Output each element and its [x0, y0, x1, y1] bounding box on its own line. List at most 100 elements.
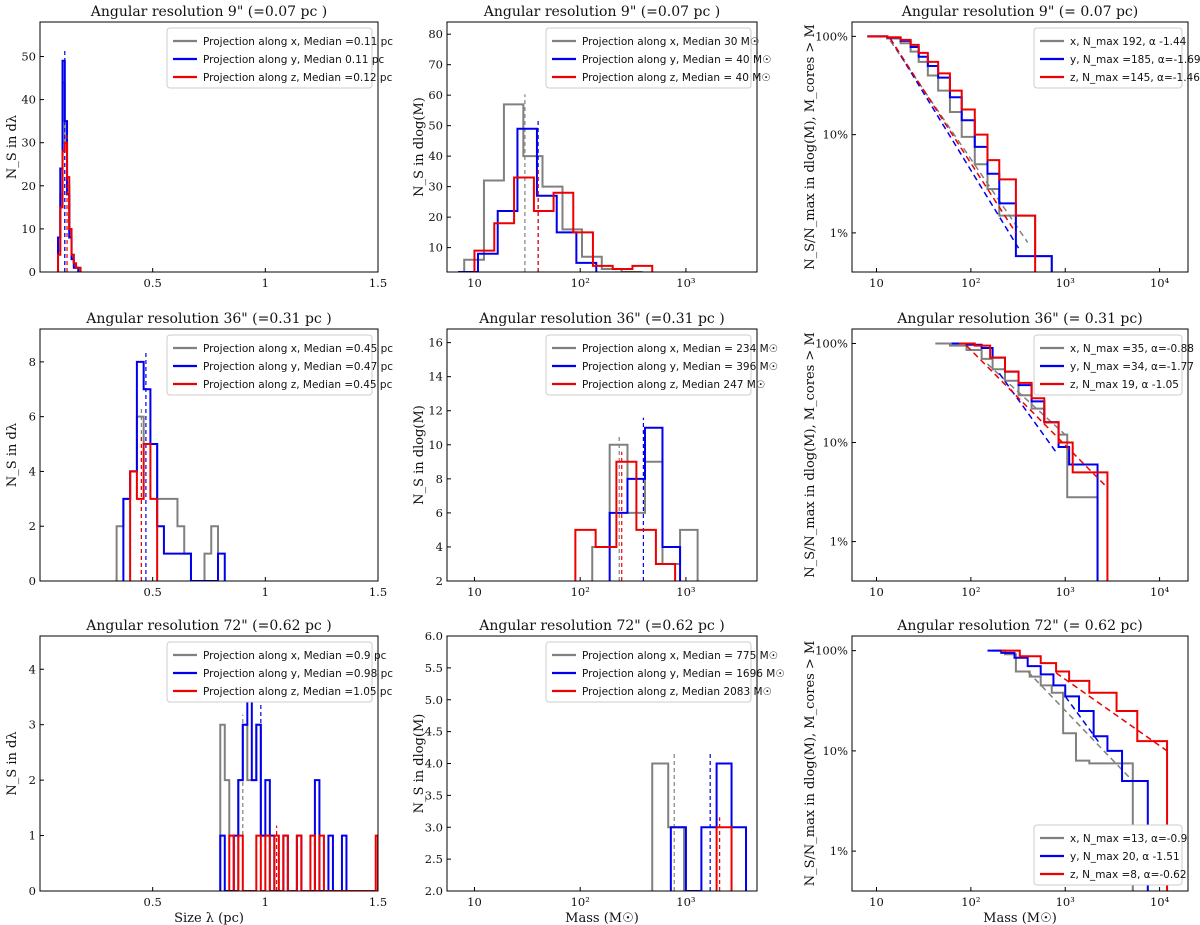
y-tick-label: 10: [428, 241, 443, 255]
histogram-z: [129, 443, 159, 581]
legend-label-y: y, N_max =34, α=-1.77: [1070, 361, 1194, 373]
y-tick-label: 3: [29, 718, 36, 732]
y-tick-label: 0: [29, 884, 36, 898]
x-tick-label: 10⁴: [1150, 276, 1170, 290]
y-axis-label: N_S/N_max in dlog(M), M_cores > M: [803, 332, 818, 578]
y-tick-label: 30: [21, 136, 36, 150]
x-tick-label: 1.5: [369, 895, 387, 909]
legend-label-z: Projection along z, Median =0.45 pc: [203, 379, 393, 391]
plot-area: [57, 50, 82, 272]
histogram-z: [473, 176, 654, 272]
y-tick-label: 1: [29, 829, 36, 843]
plot-area: [867, 35, 1053, 272]
y-tick-label: 4: [436, 540, 443, 554]
y-tick-label: 2.0: [425, 884, 443, 898]
histogram-y: [458, 127, 657, 272]
legend-box: [1033, 27, 1183, 89]
x-axis-label: Mass (M☉): [983, 911, 1057, 925]
legend: Projection along x, Median 30 M☉ Projecti…: [545, 27, 771, 89]
y-tick-label: 30: [428, 180, 443, 194]
cumulative-curve-y: [987, 649, 1149, 891]
x-tick-label: 10³: [1056, 276, 1076, 290]
x-tick-label: 10³: [676, 585, 696, 599]
y-tick-label: 2: [436, 574, 443, 588]
chart-title: Angular resolution 9" (=0.07 pc ): [90, 4, 327, 20]
plot-area: [219, 659, 378, 891]
legend-label-x: Projection along x, Median =0.9 pc: [203, 650, 387, 662]
powerlaw-fit-x: [1027, 670, 1134, 782]
x-tick-label: 10: [869, 895, 884, 909]
legend-label-z: z, N_max 19, α -1.05: [1070, 379, 1179, 391]
y-tick-label: 6: [29, 410, 36, 424]
x-tick-label: 1.5: [369, 276, 387, 290]
y-tick-label: 70: [428, 58, 443, 72]
histogram-z: [574, 460, 677, 581]
axes-frame: [39, 328, 379, 582]
y-tick-label: 50: [428, 119, 443, 133]
plot-area: [458, 94, 663, 272]
x-tick-label: 10: [467, 276, 482, 290]
legend-label-x: Projection along x, Median 30 M☉: [582, 36, 759, 48]
legend-label-z: z, N_max =145, α=-1.46: [1070, 72, 1200, 84]
axes-frame: [446, 635, 758, 892]
axes-frame: [446, 21, 758, 273]
x-tick-label: 10²: [571, 895, 590, 909]
chart-title: Angular resolution 9" (= 0.07 pc): [901, 4, 1138, 20]
x-tick-label: 10: [467, 585, 482, 599]
y-tick-label: 60: [428, 88, 443, 102]
y-tick-label: 10: [21, 222, 36, 236]
legend-label-y: Projection along y, Median 0.11 pc: [203, 54, 384, 66]
histogram-z: [57, 141, 82, 272]
histogram-x: [463, 103, 663, 272]
panel-1-1: Angular resolution 9" (=0.07 pc ) 0.5 1 1.5…: [5, 4, 393, 290]
legend-label-x: x, N_max =35, α=-0.88: [1070, 343, 1194, 355]
x-tick-label: 10²: [571, 276, 590, 290]
x-tick-label: 1: [262, 276, 269, 290]
y-tick-label: 0: [29, 265, 36, 279]
x-axis-label: Mass (M☉): [565, 911, 639, 925]
legend-label-z: Projection along z, Median 247 M☉: [582, 379, 765, 391]
plot-area: [987, 649, 1169, 891]
chart-title: Angular resolution 72" (=0.62 pc ): [478, 618, 724, 634]
y-axis-label: N_S in dλ: [5, 731, 20, 795]
legend: Projection along x, Median =0.9 pc Projec…: [166, 641, 393, 703]
y-axis-label: N_S/N_max in dlog(M), M_cores > M: [803, 641, 818, 887]
legend-label-x: Projection along x, Median = 775 M☉: [582, 650, 778, 662]
legend-box: [545, 641, 752, 703]
legend-label-z: Projection along z, Median = 40 M☉: [582, 72, 771, 84]
legend-label-y: Projection along y, Median = 40 M☉: [582, 54, 771, 66]
y-axis-label: N_S in dλ: [5, 423, 20, 487]
powerlaw-fit-y: [998, 372, 1057, 453]
powerlaw-fit-z: [966, 345, 1108, 489]
axes-frame: [851, 21, 1189, 273]
panel-3-1: Angular resolution 72" (=0.62 pc ) 0.5 1 1.…: [5, 618, 393, 925]
x-tick-label: 10²: [961, 276, 980, 290]
y-axis-label: N_S in dlog(M): [412, 405, 427, 505]
legend-label-x: Projection along x, Median =0.11 pc: [203, 36, 393, 48]
plot-area: [574, 417, 699, 581]
legend: Projection along x, Median =0.11 pc Proje…: [166, 27, 393, 89]
axes-frame: [851, 328, 1189, 582]
chart-title: Angular resolution 36" (=0.31 pc ): [478, 311, 724, 327]
powerlaw-fit-y: [889, 38, 1020, 249]
legend-label-y: y, N_max 20, α -1.51: [1070, 851, 1180, 863]
legend-label-x: Projection along x, Median = 234 M☉: [582, 343, 778, 355]
legend: x, N_max =35, α=-0.88 y, N_max =34, α=-1.…: [1033, 334, 1194, 396]
legend-label-z: Projection along z, Median =1.05 pc: [203, 686, 393, 698]
histogram-x: [115, 415, 220, 581]
y-tick-label: 4.0: [425, 757, 443, 771]
y-tick-label: 2.5: [425, 852, 443, 866]
legend-label-x: x, N_max 192, α -1.44: [1070, 36, 1187, 48]
panel-2-2: Angular resolution 36" (=0.31 pc ) 10 10² 1…: [412, 311, 778, 599]
y-tick-label: 80: [428, 27, 443, 41]
legend: Projection along x, Median = 234 M☉ Proje…: [545, 334, 778, 396]
legend: Projection along x, Median =0.45 pc Proje…: [166, 334, 393, 396]
x-tick-label: 10³: [676, 276, 696, 290]
x-tick-label: 1: [262, 895, 269, 909]
y-tick-label: 10%: [822, 436, 848, 450]
legend-box: [545, 27, 752, 89]
y-tick-label: 5.0: [425, 693, 443, 707]
y-tick-label: 8: [29, 355, 36, 369]
cumulative-curve-z: [867, 35, 1037, 272]
